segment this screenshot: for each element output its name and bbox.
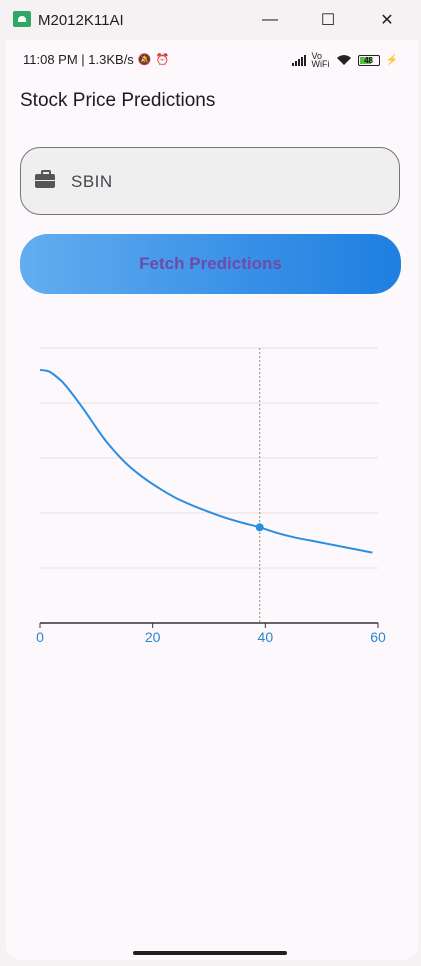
chart-svg: 0 20 40 60 — [36, 347, 386, 645]
prediction-chart: 0 20 40 60 — [6, 336, 418, 656]
battery-level: 48 — [364, 55, 373, 65]
phone-screen: 11:08 PM | 1.3KB/s 🔕 ⏰ Vo WiFi 48 ⚡ Sto — [6, 40, 418, 960]
briefcase-icon — [35, 170, 55, 188]
vowifi-label: Vo WiFi — [311, 51, 330, 69]
charging-icon: ⚡ — [385, 54, 398, 66]
x-tick-label: 20 — [145, 629, 161, 645]
time-and-speed: 11:08 PM | 1.3KB/s — [23, 52, 134, 67]
close-icon: ✕ — [380, 12, 394, 29]
gesture-nav-bar[interactable] — [133, 951, 287, 955]
highlight-point — [255, 523, 264, 532]
fetch-predictions-button[interactable]: Fetch Predictions — [20, 234, 401, 294]
android-app-icon — [13, 11, 31, 27]
close-button[interactable]: ✕ — [372, 6, 402, 34]
battery-icon: 48 — [357, 54, 380, 66]
minimize-button[interactable]: — — [255, 6, 285, 34]
stock-symbol-input[interactable] — [71, 172, 371, 192]
signal-icon — [291, 54, 306, 66]
stock-symbol-field[interactable] — [20, 147, 400, 215]
x-tick-label: 60 — [370, 629, 386, 645]
x-tick-label: 0 — [36, 629, 44, 645]
window-title: M2012K11AI — [38, 12, 124, 29]
status-bar: 11:08 PM | 1.3KB/s 🔕 ⏰ Vo WiFi 48 ⚡ — [6, 40, 418, 78]
alarm-icon: ⏰ — [155, 54, 170, 66]
maximize-icon: ☐ — [320, 12, 336, 29]
minimize-icon: — — [262, 11, 278, 28]
wifi-icon — [336, 55, 351, 65]
x-tick-label: 40 — [258, 629, 274, 645]
page-title: Stock Price Predictions — [20, 90, 216, 111]
status-right: Vo WiFi 48 ⚡ — [291, 51, 398, 69]
prediction-line — [39, 369, 373, 554]
maximize-button[interactable]: ☐ — [313, 6, 343, 34]
window-titlebar: M2012K11AI — ☐ ✕ — [0, 0, 421, 40]
mute-icon: 🔕 — [137, 54, 152, 66]
status-left: 11:08 PM | 1.3KB/s 🔕 ⏰ — [23, 52, 169, 67]
